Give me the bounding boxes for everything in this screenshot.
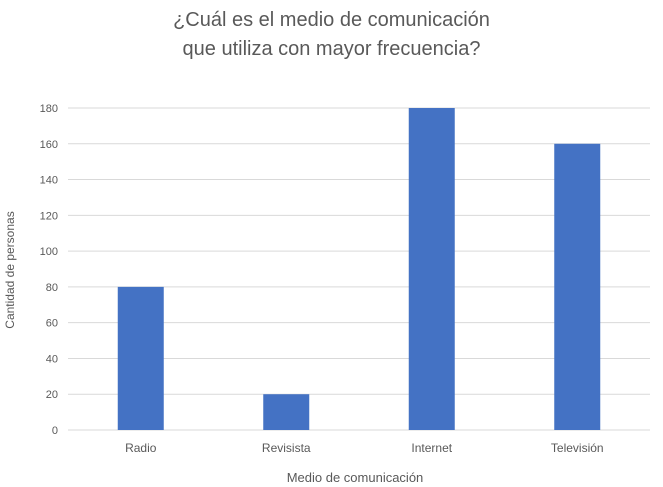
gridlines bbox=[68, 107, 650, 431]
x-tick-label: Radio bbox=[125, 441, 157, 455]
y-tick-label: 0 bbox=[52, 425, 58, 437]
y-tick-label: 60 bbox=[46, 318, 58, 330]
y-axis-ticks: 0 20 40 60 80 100 120 140 160 180 bbox=[40, 103, 58, 437]
chart-title-line-1: ¿Cuál es el medio de comunicación bbox=[173, 9, 490, 31]
y-tick-label: 20 bbox=[46, 389, 58, 401]
chart-title: ¿Cuál es el medio de comunicación que ut… bbox=[0, 6, 663, 64]
y-tick-label: 100 bbox=[40, 246, 58, 258]
x-axis-label: Medio de comunicación bbox=[286, 470, 424, 485]
x-tick-label: Revisista bbox=[262, 441, 311, 455]
y-tick-label: 180 bbox=[40, 103, 58, 115]
bar-radio bbox=[117, 286, 164, 430]
y-tick-label: 40 bbox=[46, 353, 58, 365]
y-tick-label: 120 bbox=[40, 210, 58, 222]
chart-title-line-2: que utiliza con mayor frecuencia? bbox=[182, 38, 481, 60]
x-tick-label: Televisión bbox=[551, 441, 604, 455]
x-tick-label: Internet bbox=[411, 441, 452, 455]
x-axis-ticks: Radio Revisista Internet Televisión bbox=[125, 441, 604, 455]
y-tick-label: 160 bbox=[40, 139, 58, 151]
y-tick-label: 80 bbox=[46, 282, 58, 294]
bar-internet bbox=[408, 108, 455, 430]
bar-revisista bbox=[263, 394, 310, 430]
bars bbox=[117, 108, 601, 430]
bar-televisión bbox=[554, 143, 601, 430]
y-tick-label: 140 bbox=[40, 175, 58, 187]
